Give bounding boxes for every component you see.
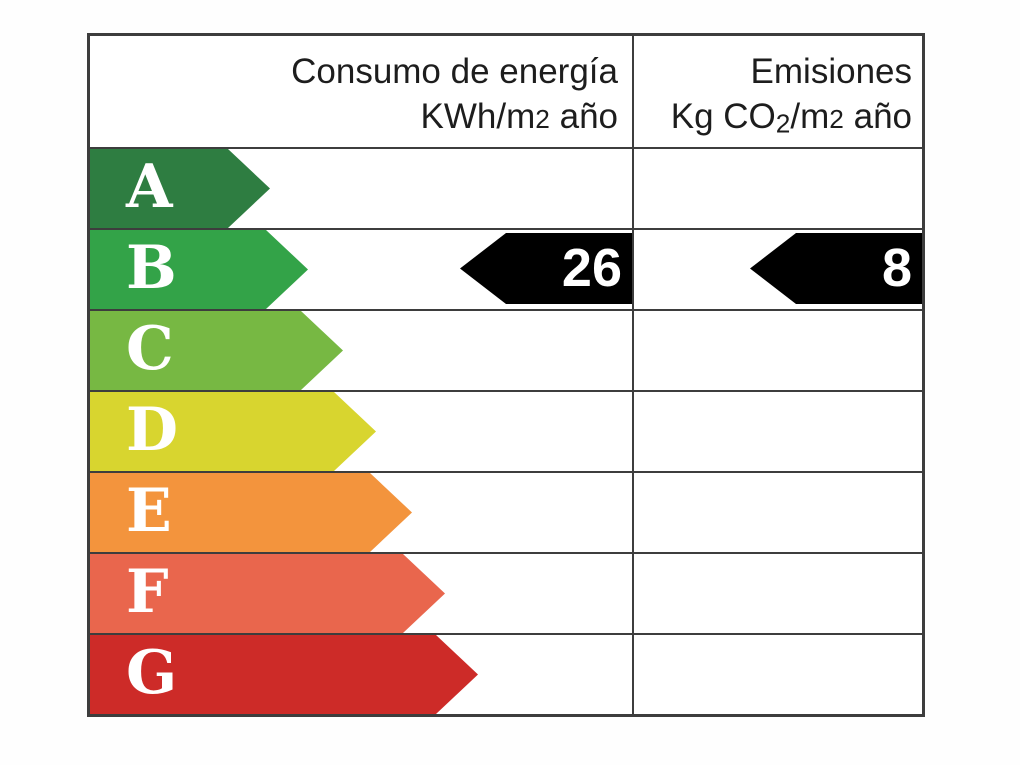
- rating-arrow-a: A: [90, 149, 270, 228]
- rating-row-e: E: [90, 471, 922, 552]
- rating-rows: A B C D E: [90, 147, 922, 714]
- rating-letter-a: A: [126, 151, 173, 222]
- rating-row-d: D: [90, 390, 922, 471]
- rating-arrow-g: G: [90, 635, 478, 714]
- rating-arrow-b: B: [90, 230, 308, 309]
- rating-letter-c: C: [126, 313, 174, 384]
- consumption-column-header: Consumo de energía KWh/m2 año: [90, 36, 632, 147]
- consumption-header-unit: KWh/m2 año: [420, 97, 618, 136]
- rating-row-c: C: [90, 309, 922, 390]
- emissions-value: 8: [881, 238, 912, 298]
- rating-letter-b: B: [126, 232, 177, 303]
- consumption-header-line1: Consumo de energía: [291, 52, 618, 91]
- rating-arrow-e: E: [90, 473, 412, 552]
- emissions-unit-exponent: 2: [829, 104, 844, 134]
- emissions-header-unit: Kg CO2/m2 año: [670, 97, 912, 139]
- consumption-value: 26: [561, 238, 622, 298]
- energy-certificate-inner: Consumo de energía KWh/m2 año Emisiones …: [90, 36, 922, 714]
- rating-arrow-f: F: [90, 554, 445, 633]
- rating-row-f: F: [90, 552, 922, 633]
- rating-arrow-d: D: [90, 392, 376, 471]
- rating-letter-e: E: [126, 475, 172, 546]
- energy-certificate-table: Consumo de energía KWh/m2 año Emisiones …: [87, 33, 925, 717]
- consumption-unit-exponent: 2: [535, 104, 550, 134]
- rating-row-b: B: [90, 228, 922, 309]
- table-header: Consumo de energía KWh/m2 año Emisiones …: [90, 36, 922, 147]
- emissions-unit-subscript: 2: [775, 108, 791, 139]
- rating-row-g: G: [90, 633, 922, 714]
- rating-row-a: A: [90, 147, 922, 228]
- emissions-header-line1: Emisiones: [750, 52, 912, 91]
- emissions-column-header: Emisiones Kg CO2/m2 año: [632, 36, 922, 147]
- rating-letter-d: D: [126, 394, 179, 465]
- rating-letter-g: G: [126, 637, 178, 708]
- column-divider: [632, 36, 634, 714]
- rating-arrow-c: C: [90, 311, 343, 390]
- rating-letter-f: F: [126, 556, 169, 627]
